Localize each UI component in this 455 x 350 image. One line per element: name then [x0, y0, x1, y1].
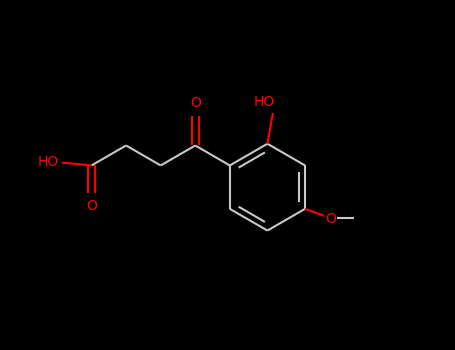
Text: O: O — [86, 199, 97, 213]
Text: HO: HO — [37, 155, 59, 169]
Text: O: O — [190, 96, 201, 110]
Text: HO: HO — [253, 95, 275, 109]
Text: O: O — [325, 212, 336, 226]
